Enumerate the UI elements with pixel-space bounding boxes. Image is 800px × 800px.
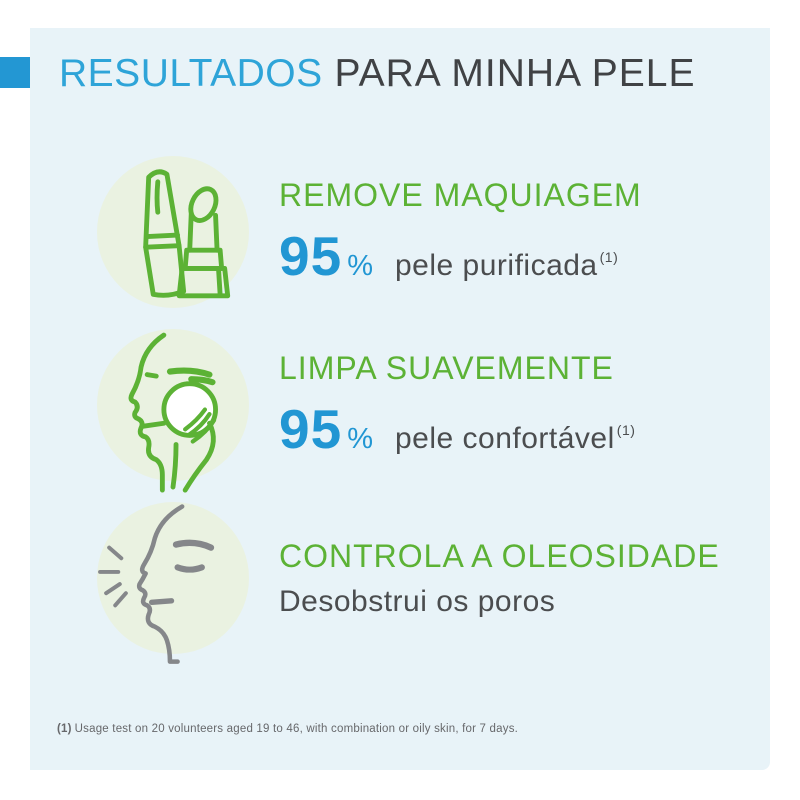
stat: 95% — [279, 397, 373, 461]
benefit-title: REMOVE MAQUIAGEM — [279, 176, 642, 213]
benefit-section-gentle-cleansing: LIMPA SUAVEMENTE 95% pele confortável (1) — [97, 329, 635, 493]
benefit-section-remove-makeup: REMOVE MAQUIAGEM 95% pele purificada (1) — [97, 156, 642, 308]
benefit-description: Desobstrui os poros — [279, 584, 556, 618]
stat: 95% — [279, 224, 373, 288]
stat-value: 95 — [279, 397, 343, 460]
oil-control-face-icon-art — [98, 504, 215, 664]
icon-circle — [97, 502, 249, 654]
footnote-ref: (1) — [599, 248, 619, 265]
stat-unit: % — [347, 249, 373, 282]
makeup-icon-art — [143, 169, 231, 299]
benefit-description: pele purificada (1) — [394, 248, 619, 282]
footnote-marker: (1) — [57, 723, 72, 735]
page-title-rest: PARA MINHA PELE — [322, 52, 696, 95]
footnote-text: Usage test on 20 volunteers aged 19 to 4… — [74, 723, 519, 735]
accent-square — [0, 57, 30, 88]
benefit-text: CONTROLA A OLEOSIDADE Desobstrui os poro… — [279, 538, 720, 619]
cleansing-face-icon-art — [128, 332, 218, 493]
benefit-stat-row: 95% pele purificada (1) — [279, 224, 642, 288]
oil-control-face-icon — [97, 502, 249, 664]
benefit-title: CONTROLA A OLEOSIDADE — [279, 537, 720, 574]
stat-value: 95 — [279, 224, 343, 287]
page-title-highlight: RESULTADOS — [59, 52, 323, 95]
icon-circle — [97, 156, 249, 308]
benefit-section-oil-control: CONTROLA A OLEOSIDADE Desobstrui os poro… — [97, 502, 720, 664]
page-title: RESULTADOS PARA MINHA PELE — [59, 52, 696, 96]
footnote: (1) Usage test on 20 volunteers aged 19 t… — [57, 723, 518, 735]
makeup-icon — [97, 156, 249, 308]
benefit-description: pele confortável (1) — [394, 421, 636, 455]
benefit-title: LIMPA SUAVEMENTE — [279, 349, 614, 386]
stat-unit: % — [347, 422, 373, 455]
benefit-text: REMOVE MAQUIAGEM 95% pele purificada (1) — [279, 177, 642, 288]
benefit-stat-row: Desobstrui os poros — [279, 585, 720, 619]
benefit-text: LIMPA SUAVEMENTE 95% pele confortável (1) — [279, 350, 635, 461]
cleansing-face-icon — [97, 329, 249, 493]
footnote-ref: (1) — [616, 421, 636, 438]
benefit-stat-row: 95% pele confortável (1) — [279, 397, 635, 461]
